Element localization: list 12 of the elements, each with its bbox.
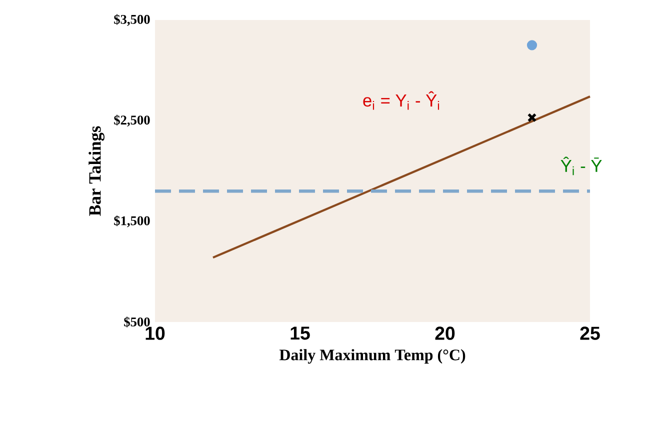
- x-tick-label: 10: [146, 326, 165, 340]
- y-tick-label: $3,500: [114, 14, 150, 26]
- annotation: Ŷ$_{i}$ - Ȳ: [560, 156, 602, 176]
- annotation: e$_{i}$ = Y$_{i}$ - Ŷ$_{i}$: [363, 91, 440, 110]
- y-tick-label: $1,500: [114, 215, 150, 228]
- y-tick-label: $500: [124, 316, 150, 328]
- x-tick-label: 20: [435, 326, 455, 340]
- y-tick-label: $2,500: [114, 114, 150, 127]
- y-axis-title: Bar Takings: [88, 126, 104, 216]
- x-tick-label: 15: [290, 326, 310, 340]
- x-axis-title: Daily Maximum Temp (°C): [279, 349, 466, 364]
- x-tick-label: 25: [580, 326, 600, 340]
